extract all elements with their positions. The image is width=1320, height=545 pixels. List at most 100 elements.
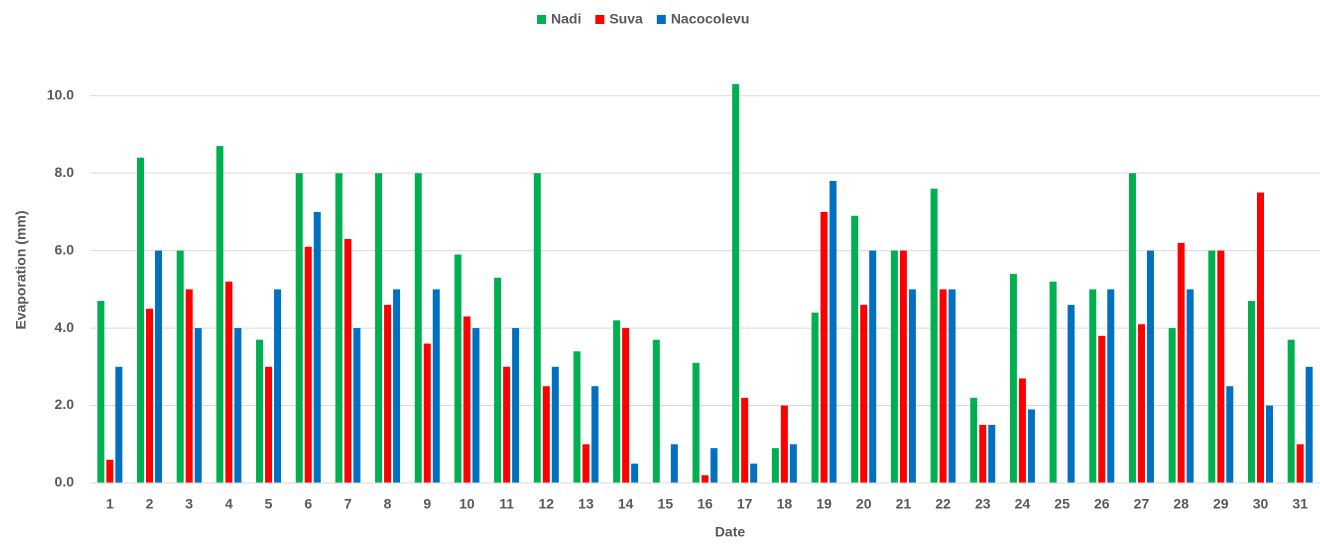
bar: [265, 366, 273, 483]
x-tick-label: 27: [1134, 496, 1150, 512]
bar: [948, 289, 956, 483]
bar: [750, 463, 758, 483]
bar: [551, 366, 559, 483]
bar: [335, 173, 343, 483]
y-tick-label: 0.0: [55, 474, 75, 490]
x-tick-label: 22: [935, 496, 951, 512]
x-tick-label: 23: [975, 496, 991, 512]
bar: [295, 173, 303, 483]
legend-label: Suva: [609, 11, 643, 27]
x-tick-label: 28: [1173, 496, 1189, 512]
bar: [631, 463, 639, 483]
bar: [860, 304, 868, 483]
x-tick-label: 20: [856, 496, 872, 512]
bar: [613, 320, 621, 483]
x-tick-label: 3: [185, 496, 193, 512]
x-tick-label: 12: [539, 496, 555, 512]
bar: [1009, 273, 1017, 483]
bar: [432, 289, 440, 483]
bar: [890, 250, 898, 483]
bar: [503, 366, 511, 483]
bar: [970, 397, 978, 483]
bar: [732, 84, 740, 483]
bar: [1208, 250, 1216, 483]
bar: [1217, 250, 1225, 483]
bar: [1168, 328, 1176, 483]
x-tick-label: 19: [816, 496, 832, 512]
bar: [393, 289, 401, 483]
bar: [234, 328, 242, 483]
bar: [542, 386, 550, 483]
x-tick-label: 13: [578, 496, 594, 512]
bar: [692, 362, 700, 483]
bar: [414, 173, 422, 483]
x-tick-label: 7: [344, 496, 352, 512]
bar: [375, 173, 383, 483]
bar: [829, 180, 837, 483]
bar: [1146, 250, 1154, 483]
bar: [137, 157, 145, 483]
bar: [939, 289, 947, 483]
bar: [353, 328, 361, 483]
bar: [899, 250, 907, 483]
bar: [710, 448, 718, 483]
x-tick-label: 21: [896, 496, 912, 512]
bar: [97, 300, 105, 483]
bar: [256, 339, 264, 483]
x-tick-label: 16: [697, 496, 713, 512]
bar: [1018, 378, 1026, 483]
x-axis-label: Date: [715, 524, 746, 540]
bar: [988, 424, 996, 483]
bar: [194, 328, 202, 483]
bar: [908, 289, 916, 483]
bar: [494, 277, 502, 483]
legend-swatch: [595, 15, 605, 24]
bar: [979, 424, 987, 483]
bar: [1089, 289, 1097, 483]
bar: [423, 343, 431, 483]
bar: [1256, 192, 1264, 483]
bar: [185, 289, 193, 483]
y-tick-label: 2.0: [55, 396, 75, 412]
bar: [811, 312, 819, 483]
legend-label: Nadi: [551, 11, 581, 27]
bar: [789, 444, 797, 483]
bar: [313, 211, 321, 483]
bar: [1226, 386, 1234, 483]
bar: [930, 188, 938, 483]
bar: [155, 250, 163, 483]
bar: [1027, 409, 1035, 483]
x-tick-label: 8: [384, 496, 392, 512]
bar: [512, 328, 520, 483]
bar: [1287, 339, 1295, 483]
bar: [225, 281, 233, 483]
bar: [1128, 173, 1136, 483]
bar: [869, 250, 877, 483]
y-tick-label: 6.0: [55, 241, 75, 257]
x-tick-label: 14: [618, 496, 634, 512]
bar: [216, 146, 224, 483]
x-tick-label: 9: [423, 496, 431, 512]
bar: [573, 351, 581, 483]
legend-swatch: [656, 15, 666, 24]
bar: [304, 246, 312, 483]
bar: [701, 475, 709, 483]
bar: [820, 211, 828, 483]
legend-swatch: [537, 15, 546, 24]
bar: [463, 316, 471, 483]
x-tick-label: 26: [1094, 496, 1110, 512]
x-tick-label: 31: [1292, 496, 1308, 512]
bar: [115, 366, 123, 483]
x-tick-label: 15: [658, 496, 674, 512]
bar: [454, 254, 462, 483]
bar: [771, 448, 779, 483]
bar: [1177, 242, 1185, 483]
bar: [1098, 335, 1106, 483]
bar: [1186, 289, 1194, 483]
bar: [472, 328, 480, 483]
x-tick-label: 24: [1015, 496, 1031, 512]
y-axis-label: Evaporation (mm): [13, 210, 29, 329]
bar: [1296, 444, 1304, 483]
x-tick-label: 29: [1213, 496, 1229, 512]
